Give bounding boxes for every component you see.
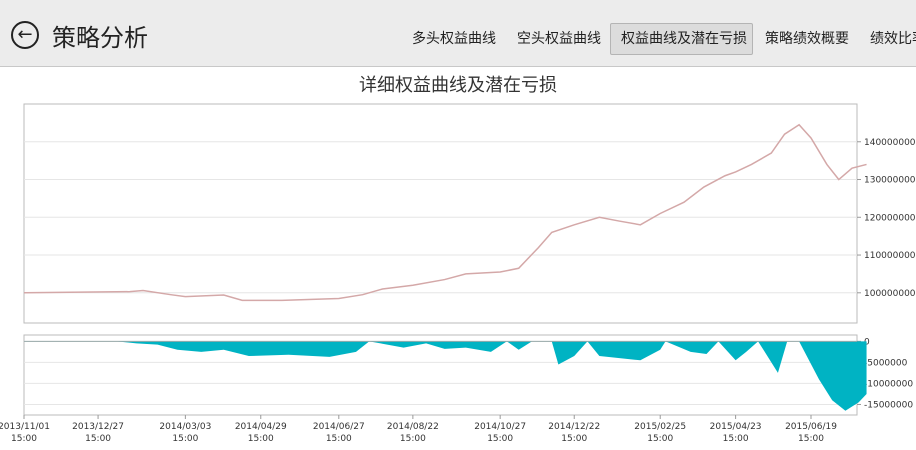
x-tick-label-time: 15:00 (11, 434, 37, 444)
tab-long-equity[interactable]: 多头权益曲线 (412, 31, 496, 47)
x-tick-label-date: 2014/08/22 (387, 422, 439, 432)
x-tick-label-time: 15:00 (723, 434, 749, 444)
x-tick-label-time: 15:00 (400, 434, 426, 444)
x-tick-label-time: 15:00 (85, 434, 111, 444)
x-tick-label-date: 2013/12/27 (72, 422, 124, 432)
header-bar: ← 策略分析 多头权益曲线 空头权益曲线 权益曲线及潜在亏损 策略绩效概要 绩效… (0, 0, 916, 67)
y-tick-label: -15000000 (864, 400, 913, 410)
x-tick-label-date: 2014/04/29 (235, 422, 287, 432)
x-tick-label-date: 2014/03/03 (159, 422, 211, 432)
drawdown-area (24, 341, 867, 411)
x-tick-label-time: 15:00 (487, 434, 513, 444)
plot-area-0 (23, 103, 858, 324)
y-tick-label: -5000000 (864, 358, 908, 368)
x-tick-label-date: 2013/11/01 (0, 422, 50, 432)
y-tick-label: 100000000 (864, 289, 916, 299)
y-tick-label: 140000000 (864, 138, 916, 148)
y-tick-label: 110000000 (864, 251, 916, 261)
x-tick-label-time: 15:00 (647, 434, 673, 444)
x-tick-label-time: 15:00 (561, 434, 587, 444)
y-tick-label: 130000000 (864, 176, 916, 186)
x-tick-label-date: 2015/06/19 (785, 422, 837, 432)
plot-area-1 (23, 334, 858, 416)
page-title: 策略分析 (52, 24, 148, 52)
y-tick-label: -10000000 (864, 379, 913, 389)
x-tick-label-date: 2014/12/22 (548, 422, 600, 432)
arrow-left-circle-icon: ← (17, 24, 33, 45)
tab-short-equity[interactable]: 空头权益曲线 (517, 31, 601, 47)
tab-equity-drawdown[interactable]: 权益曲线及潜在亏损 (610, 23, 753, 55)
x-tick-label-date: 2015/04/23 (710, 422, 762, 432)
x-tick-label-time: 15:00 (798, 434, 824, 444)
x-tick-label-date: 2014/06/27 (313, 422, 365, 432)
tab-performance-summary[interactable]: 策略绩效概要 (765, 31, 849, 47)
back-button[interactable]: ← (11, 21, 39, 49)
y-tick-label: 120000000 (864, 213, 916, 223)
x-tick-label-time: 15:00 (172, 434, 198, 444)
y-tick-label: 0 (864, 337, 870, 347)
x-tick-label-time: 15:00 (248, 434, 274, 444)
chart-title: 详细权益曲线及潜在亏损 (359, 75, 557, 96)
x-tick-label-date: 2014/10/27 (474, 422, 526, 432)
x-tick-label-date: 2015/02/25 (634, 422, 686, 432)
tab-performance-ratio[interactable]: 绩效比率 (870, 31, 916, 47)
equity-line (23, 123, 867, 302)
x-tick-label-time: 15:00 (326, 434, 352, 444)
